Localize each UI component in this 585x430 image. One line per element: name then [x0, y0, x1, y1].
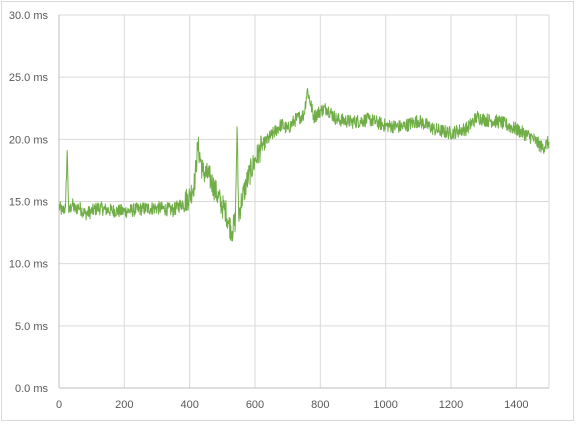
x-tick-label: 1200 — [439, 399, 463, 411]
y-tick-label: 15.0 ms — [9, 197, 49, 209]
series-layer — [58, 87, 550, 242]
x-tick-label: 1000 — [373, 399, 397, 411]
axes — [58, 15, 549, 389]
y-tick-label: 0.0 ms — [15, 383, 49, 395]
x-tick-label: 800 — [311, 399, 329, 411]
tick-labels: 0.0 ms 5.0 ms 10.0 ms 15.0 ms 20.0 ms 25.0 ms… — [9, 10, 529, 411]
y-tick-label: 5.0 ms — [15, 321, 49, 333]
x-tick-label: 400 — [180, 399, 198, 411]
y-tick-label: 30.0 ms — [9, 10, 49, 22]
grid-lines — [58, 14, 550, 388]
y-tick-label: 25.0 ms — [9, 72, 49, 84]
x-tick-label: 600 — [246, 399, 264, 411]
x-tick-label: 1400 — [504, 399, 528, 411]
series-line — [58, 87, 550, 242]
y-tick-label: 20.0 ms — [9, 134, 49, 146]
x-tick-label: 0 — [56, 399, 62, 411]
y-tick-label: 10.0 ms — [9, 259, 49, 271]
x-tick-label: 200 — [115, 399, 133, 411]
